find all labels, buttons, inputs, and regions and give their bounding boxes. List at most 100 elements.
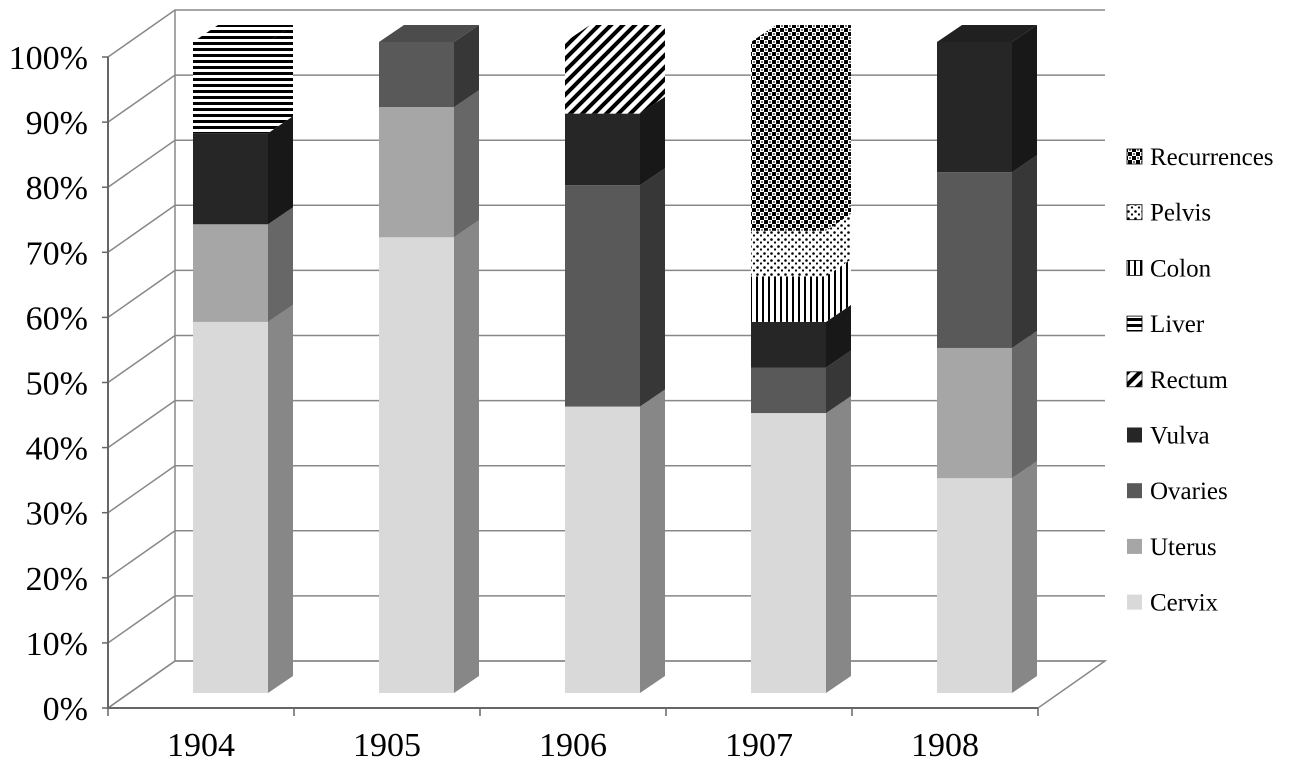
legend-swatch — [1127, 427, 1142, 443]
bar-side-vulva-1908 — [1012, 25, 1037, 173]
bar-side-ovaries-1905 — [454, 25, 479, 108]
y-tick-label: 70% — [26, 235, 88, 272]
legend-item-pelvis: Pelvis — [1126, 200, 1211, 227]
legend-swatch — [1127, 538, 1142, 554]
legend-swatch — [1126, 204, 1143, 221]
bar-segment-cervix-1908 — [937, 478, 1012, 693]
legend-swatch — [1126, 259, 1143, 276]
bar-side-cervix-1904 — [268, 304, 293, 693]
bar-side-vulva-1906 — [640, 96, 665, 186]
x-tick-label: 1905 — [353, 727, 421, 764]
legend-label: Recurrences — [1150, 144, 1274, 171]
legend-swatch — [1126, 148, 1143, 165]
bar-segment-vulva-1906 — [565, 113, 640, 186]
y-tick-label: 30% — [26, 496, 88, 533]
legend-swatch — [1126, 315, 1143, 332]
bar-top-1907 — [751, 25, 851, 42]
bar-side-ovaries-1908 — [1012, 155, 1037, 348]
bar-group-1908 — [937, 25, 1037, 693]
bar-segment-cervix-1904 — [193, 321, 268, 693]
legend-label: Cervix — [1150, 590, 1219, 617]
x-tick-label: 1908 — [911, 727, 979, 764]
bar-top-1906 — [565, 25, 665, 42]
bar-segment-uterus-1904 — [193, 224, 268, 322]
bar-group-1907 — [751, 25, 851, 693]
bar-segment-cervix-1906 — [565, 406, 640, 693]
legend-item-cervix: Cervix — [1127, 590, 1219, 617]
y-tick-label: 20% — [26, 561, 88, 598]
legend-swatch — [1127, 483, 1142, 499]
bar-side-ovaries-1906 — [640, 168, 665, 407]
x-tick-label: 1904 — [167, 727, 235, 764]
legend: Recurrences Pelvis Colon Liver Rectum Vulva Ov… — [1126, 144, 1274, 617]
y-tick-label: 90% — [26, 105, 88, 142]
bar-segment-uterus-1905 — [379, 107, 454, 238]
legend-item-uterus: Uterus — [1127, 534, 1217, 561]
bar-segment-vulva-1904 — [193, 133, 268, 225]
legend-label: Vulva — [1150, 423, 1210, 450]
bar-segment-cervix-1905 — [379, 237, 454, 694]
legend-item-liver: Liver — [1126, 311, 1205, 338]
legend-item-colon: Colon — [1126, 255, 1212, 282]
bar-side-rectum-1906 — [640, 25, 665, 114]
bar-side-uterus-1905 — [454, 90, 479, 238]
bar-side-cervix-1905 — [454, 220, 479, 694]
bar-side-colon-1907 — [826, 259, 851, 322]
bar-side-vulva-1904 — [268, 116, 293, 225]
bar-segment-rectum-1906 — [565, 42, 640, 114]
legend-item-recurrences: Recurrences — [1126, 144, 1274, 171]
bar-top-1905 — [379, 25, 479, 42]
bar-segment-liver-1904 — [193, 42, 268, 134]
bar-segment-cervix-1907 — [751, 413, 826, 693]
legend-item-rectum: Rectum — [1126, 367, 1228, 394]
bar-segment-ovaries-1908 — [937, 172, 1012, 348]
bar-group-1906 — [565, 25, 665, 693]
bar-top-1904 — [193, 25, 293, 42]
bars-layer — [193, 25, 1037, 694]
legend-label: Rectum — [1150, 367, 1228, 394]
bar-side-uterus-1904 — [268, 207, 293, 322]
legend-label: Pelvis — [1150, 200, 1211, 227]
y-tick-label: 40% — [26, 431, 88, 468]
bar-side-cervix-1908 — [1012, 461, 1037, 693]
legend-label: Liver — [1150, 311, 1205, 338]
bar-segment-ovaries-1906 — [565, 185, 640, 407]
bar-side-liver-1904 — [268, 25, 293, 134]
bar-top-1908 — [937, 25, 1037, 42]
bar-segment-pelvis-1907 — [751, 230, 826, 277]
legend-label: Uterus — [1150, 534, 1217, 561]
bar-side-cervix-1907 — [826, 396, 851, 693]
y-tick-label: 60% — [26, 300, 88, 337]
legend-item-vulva: Vulva — [1127, 423, 1210, 450]
legend-label: Ovaries — [1150, 478, 1228, 505]
legend-item-ovaries: Ovaries — [1127, 478, 1228, 505]
y-tick-label: 10% — [26, 626, 88, 663]
bar-segment-vulva-1908 — [937, 42, 1012, 173]
bar-side-pelvis-1907 — [826, 213, 851, 277]
y-tick-label: 100% — [9, 40, 88, 77]
bar-segment-ovaries-1907 — [751, 367, 826, 414]
y-tick-label: 0% — [43, 691, 88, 728]
x-tick-label: 1906 — [539, 727, 607, 764]
bar-segment-uterus-1908 — [937, 347, 1012, 479]
y-tick-label: 50% — [26, 366, 88, 403]
bar-side-cervix-1906 — [640, 389, 665, 693]
x-tick-label: 1907 — [725, 727, 793, 764]
legend-swatch — [1127, 594, 1142, 610]
y-tick-label: 80% — [26, 170, 88, 207]
bar-side-ovaries-1907 — [826, 350, 851, 414]
bar-side-vulva-1907 — [826, 304, 851, 368]
bar-segment-vulva-1907 — [751, 321, 826, 368]
legend-swatch — [1126, 371, 1143, 388]
legend-label: Colon — [1150, 255, 1212, 282]
bar-segment-colon-1907 — [751, 276, 826, 322]
bar-side-uterus-1908 — [1012, 330, 1037, 479]
axis-layer: 0% 10% 20% 30% 40% 50% 60% 70% 80% 90% 100% 1904 190… — [9, 40, 1039, 764]
bar-group-1905 — [379, 25, 479, 694]
bar-group-1904 — [193, 25, 293, 693]
bar-segment-ovaries-1905 — [379, 42, 454, 108]
bar-segment-recurrences-1907 — [751, 42, 826, 231]
bar-side-recurrences-1907 — [826, 25, 851, 231]
